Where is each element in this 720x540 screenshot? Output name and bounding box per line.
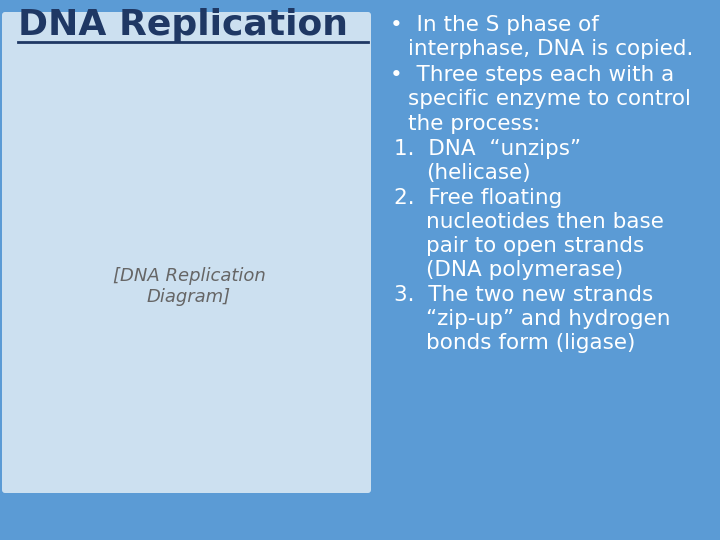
Text: interphase, DNA is copied.: interphase, DNA is copied.: [408, 39, 693, 59]
FancyBboxPatch shape: [2, 12, 371, 493]
Text: 2.  Free floating: 2. Free floating: [394, 188, 562, 208]
Text: bonds form (ligase): bonds form (ligase): [426, 333, 635, 353]
Text: 3.  The two new strands: 3. The two new strands: [394, 285, 653, 305]
Text: •  In the S phase of: • In the S phase of: [390, 15, 599, 35]
Text: pair to open strands: pair to open strands: [426, 236, 644, 256]
Text: (DNA polymerase): (DNA polymerase): [426, 260, 624, 280]
Text: [DNA Replication
Diagram]: [DNA Replication Diagram]: [112, 267, 266, 306]
Text: 1.  DNA  “unzips”: 1. DNA “unzips”: [394, 139, 581, 159]
Text: DNA Replication: DNA Replication: [18, 8, 348, 42]
Text: specific enzyme to control: specific enzyme to control: [408, 90, 691, 110]
Text: (helicase): (helicase): [426, 163, 531, 183]
Text: •  Three steps each with a: • Three steps each with a: [390, 65, 674, 85]
Text: “zip-up” and hydrogen: “zip-up” and hydrogen: [426, 309, 670, 329]
Text: the process:: the process:: [408, 113, 540, 133]
Text: nucleotides then base: nucleotides then base: [426, 212, 664, 232]
